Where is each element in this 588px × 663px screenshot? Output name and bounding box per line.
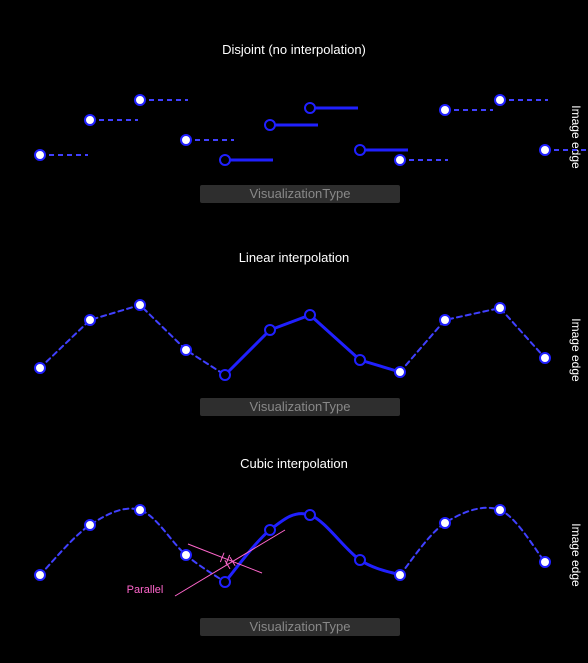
marker-open (265, 525, 275, 535)
marker-filled (540, 353, 550, 363)
marker-filled (35, 570, 45, 580)
title-cubic: Cubic interpolation (240, 456, 348, 471)
marker-open (355, 355, 365, 365)
edge-label-right: Image edge (569, 105, 583, 169)
marker-filled (395, 570, 405, 580)
marker-open (220, 155, 230, 165)
marker-open (305, 510, 315, 520)
title-disjoint: Disjoint (no interpolation) (222, 42, 366, 57)
banner-label: VisualizationType (250, 399, 351, 414)
marker-open (355, 555, 365, 565)
banner-label: VisualizationType (250, 186, 351, 201)
banner-label: VisualizationType (250, 619, 351, 634)
marker-filled (440, 315, 450, 325)
marker-filled (35, 150, 45, 160)
marker-filled (395, 155, 405, 165)
marker-filled (135, 300, 145, 310)
marker-open (305, 310, 315, 320)
marker-filled (181, 345, 191, 355)
marker-filled (135, 505, 145, 515)
edge-label-right: Image edge (569, 318, 583, 382)
marker-filled (495, 505, 505, 515)
marker-filled (181, 550, 191, 560)
marker-filled (440, 518, 450, 528)
marker-filled (495, 95, 505, 105)
marker-filled (495, 303, 505, 313)
marker-filled (540, 557, 550, 567)
marker-filled (181, 135, 191, 145)
edge-label-right: Image edge (569, 523, 583, 587)
marker-filled (540, 145, 550, 155)
marker-filled (440, 105, 450, 115)
marker-filled (395, 367, 405, 377)
marker-filled (85, 520, 95, 530)
marker-open (355, 145, 365, 155)
marker-open (265, 325, 275, 335)
marker-open (220, 577, 230, 587)
marker-open (265, 120, 275, 130)
marker-filled (135, 95, 145, 105)
marker-filled (85, 115, 95, 125)
marker-filled (85, 315, 95, 325)
marker-open (305, 103, 315, 113)
interpolation-diagram: Disjoint (no interpolation) Image edge Ima… (0, 0, 588, 663)
annotation-label: Parallel (127, 584, 164, 596)
marker-open (220, 370, 230, 380)
title-linear: Linear interpolation (239, 250, 350, 265)
marker-filled (35, 363, 45, 373)
